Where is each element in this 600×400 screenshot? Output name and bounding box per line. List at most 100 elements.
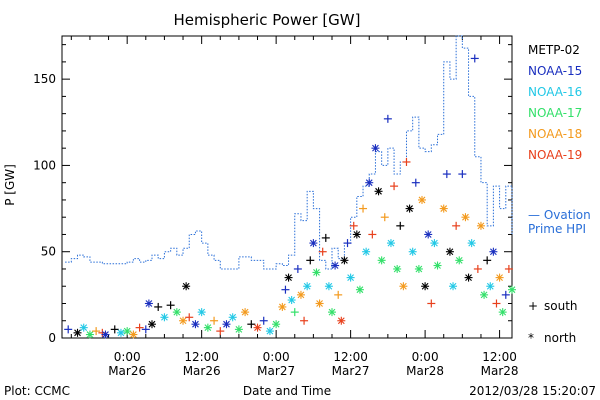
star-d2 [192,320,199,328]
north-point [464,273,473,282]
x-tick-label-date: Mar28 [481,364,519,378]
north-point [324,282,333,291]
star-d2 [434,262,441,269]
north-point [430,239,439,248]
south-point [349,221,358,230]
star-d2 [117,329,125,337]
south-point [402,157,411,166]
north-point [455,256,464,265]
south-point [110,325,119,334]
star-d2 [313,269,320,276]
y-axis-label: P [GW] [3,164,17,206]
star-d2 [325,282,333,290]
star-d2 [316,300,323,307]
star-d2 [449,282,457,290]
legend-item: METP-02 [528,43,580,57]
north-point [253,323,262,332]
star-d2 [182,282,190,290]
north-point [421,282,430,291]
north-point [489,247,498,256]
north-point [486,282,495,291]
south-point [318,247,327,256]
south-point [64,325,73,334]
north-marker-label: north [544,331,576,345]
star-d2 [508,286,516,294]
south-point [300,316,309,325]
x-tick-label-time: 12:00 [184,350,219,364]
north-point [399,282,408,291]
south-point [135,323,144,332]
south-point [368,230,377,239]
star-d2 [365,179,373,187]
south-point [166,301,175,310]
north-point [79,323,88,332]
legend-item: NOAA-15 [528,64,582,78]
x-tick-label-date: Mar26 [108,364,146,378]
south-point [290,308,299,317]
north-point [362,247,371,256]
star-d2 [455,256,463,264]
north-point [296,290,305,299]
star-d2 [285,274,292,281]
north-point [439,204,448,213]
north-point [374,187,383,196]
north-point [123,327,132,336]
star-d2 [223,320,230,328]
star-d2 [198,308,206,316]
star-d2 [378,256,386,264]
north-point [386,239,395,248]
star-d2 [173,308,181,316]
south-point [492,299,501,308]
north-point [228,313,237,322]
star-d2 [129,331,137,338]
south-point [92,327,101,336]
star-d2 [480,291,488,299]
south-point [293,264,302,273]
north-point [265,327,274,336]
star-d2 [477,222,485,230]
north-point [355,285,364,294]
south-point [442,170,451,179]
star-d2 [303,282,311,290]
north-point [476,221,485,230]
south-point [470,54,479,63]
x-tick-label-date: Mar27 [257,364,295,378]
north-point [148,320,156,329]
star-d2 [353,231,361,238]
north-point [144,299,153,308]
star-d2 [465,274,472,281]
x-tick-label-time: 0:00 [114,350,141,364]
star-d2 [254,324,261,332]
north-point [480,290,489,299]
star-d2 [272,320,280,328]
star-d2 [393,265,401,273]
plot-frame [61,35,513,339]
star-d2 [418,196,426,204]
north-point [278,302,287,311]
south-point [154,302,163,311]
star-d2 [399,282,407,290]
star-d2 [409,248,417,256]
star-d2 [406,205,413,212]
star-d2 [74,329,81,337]
star-d2 [80,324,88,332]
north-point [73,328,82,337]
star-d2 [415,265,423,273]
star-d2 [462,213,469,221]
star-d2 [229,313,237,321]
y-tick-label: 0 [48,331,56,345]
star-d2 [145,300,153,307]
north-point [337,316,346,325]
x-axis-label: Date and Time [243,384,331,398]
north-point [328,308,336,317]
star-d2 [499,308,507,316]
star-d2 [161,313,168,321]
star-d2 [102,331,109,338]
north-point [467,239,476,248]
north-point [241,308,250,317]
south-point [334,290,343,299]
north-point [284,273,293,282]
star-d2 [266,327,274,335]
south-point [411,178,420,187]
star-d2 [179,317,187,325]
